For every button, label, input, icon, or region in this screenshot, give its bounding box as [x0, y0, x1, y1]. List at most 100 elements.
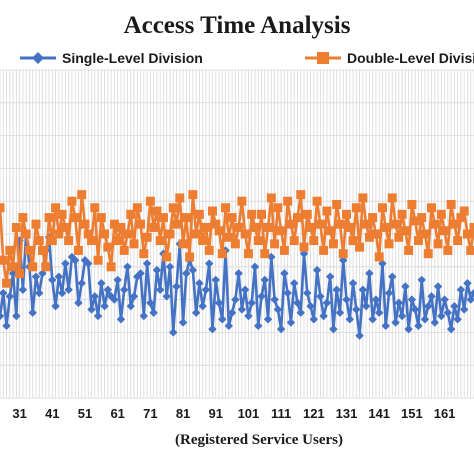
data-point — [149, 308, 158, 317]
data-point — [73, 245, 83, 255]
x-axis-label: (Registered Service Users) — [175, 432, 343, 448]
data-point — [315, 219, 325, 229]
data-point — [247, 298, 256, 308]
data-point — [113, 275, 122, 285]
data-point — [240, 285, 250, 294]
data-point — [214, 298, 224, 308]
x-tick-label: 161 — [434, 406, 456, 421]
data-point — [446, 324, 456, 334]
data-point — [93, 255, 103, 265]
data-point — [292, 213, 302, 223]
data-point — [312, 196, 322, 206]
data-point — [306, 301, 315, 311]
data-point — [234, 269, 243, 278]
data-point — [224, 232, 234, 242]
legend-label: Double-Level Division — [347, 50, 474, 66]
data-point — [54, 229, 64, 239]
data-point — [397, 209, 407, 219]
data-point — [420, 315, 430, 324]
data-point — [57, 209, 67, 219]
data-point — [400, 226, 410, 236]
data-point — [169, 328, 178, 337]
data-point — [191, 229, 201, 239]
data-point — [116, 315, 126, 324]
data-point — [119, 245, 129, 255]
data-point — [443, 308, 453, 317]
data-point — [162, 292, 171, 301]
data-point — [165, 262, 175, 271]
data-point — [126, 209, 136, 219]
data-point — [430, 318, 439, 327]
legend-label: Single-Level Division — [62, 50, 203, 66]
data-point — [139, 311, 149, 321]
data-point — [83, 229, 93, 239]
data-point — [123, 262, 132, 271]
data-point — [358, 193, 368, 203]
data-point — [260, 275, 269, 285]
data-point — [453, 315, 462, 324]
data-point — [453, 236, 463, 246]
data-point — [60, 222, 70, 232]
data-point — [64, 236, 74, 246]
data-point — [132, 203, 142, 213]
data-point — [296, 190, 306, 200]
data-point — [100, 301, 109, 311]
x-tick-labels: 31 41 51 61 71 81 91 101 111 121 131 141 151 161 — [12, 406, 455, 421]
data-point — [316, 292, 325, 301]
data-point — [70, 213, 80, 223]
data-point — [312, 265, 322, 275]
data-point — [168, 203, 178, 213]
data-point — [450, 301, 459, 311]
data-point — [433, 282, 443, 291]
data-point — [436, 209, 446, 219]
data-point — [142, 232, 152, 242]
data-point — [361, 219, 371, 229]
data-point — [31, 272, 41, 281]
x-tick-label: 141 — [368, 406, 390, 421]
data-point — [110, 295, 119, 304]
data-point — [335, 308, 345, 317]
data-point — [348, 279, 358, 288]
data-point — [31, 219, 41, 229]
data-point — [194, 209, 204, 219]
data-point — [87, 305, 96, 314]
data-point — [430, 219, 440, 229]
data-point — [201, 285, 211, 294]
data-point — [93, 311, 103, 321]
data-point — [456, 285, 466, 294]
data-point — [182, 269, 191, 278]
data-point — [165, 229, 175, 239]
data-point — [188, 190, 198, 200]
data-point — [178, 239, 188, 249]
data-point — [41, 262, 51, 272]
x-tick-label: 71 — [143, 406, 157, 421]
data-point — [273, 305, 283, 314]
data-point — [335, 219, 345, 229]
data-point — [28, 308, 37, 317]
data-point — [381, 321, 390, 331]
data-point — [424, 301, 433, 311]
data-point — [155, 236, 165, 246]
data-point — [35, 288, 44, 298]
data-point — [70, 256, 80, 265]
data-point — [361, 301, 371, 311]
data-point — [122, 229, 132, 239]
data-point — [149, 222, 159, 232]
data-point — [414, 321, 423, 331]
data-point — [338, 249, 348, 259]
data-point — [28, 262, 38, 272]
data-point — [342, 209, 352, 219]
data-point — [84, 259, 93, 268]
x-tick-label: 91 — [209, 406, 223, 421]
data-point — [290, 279, 299, 288]
data-point — [371, 229, 381, 239]
data-point — [365, 269, 374, 278]
data-point — [90, 203, 100, 213]
data-point — [351, 203, 361, 213]
data-point — [103, 242, 113, 252]
data-point — [410, 305, 420, 314]
data-point — [208, 324, 217, 334]
data-point — [260, 249, 270, 259]
data-point — [286, 318, 296, 327]
